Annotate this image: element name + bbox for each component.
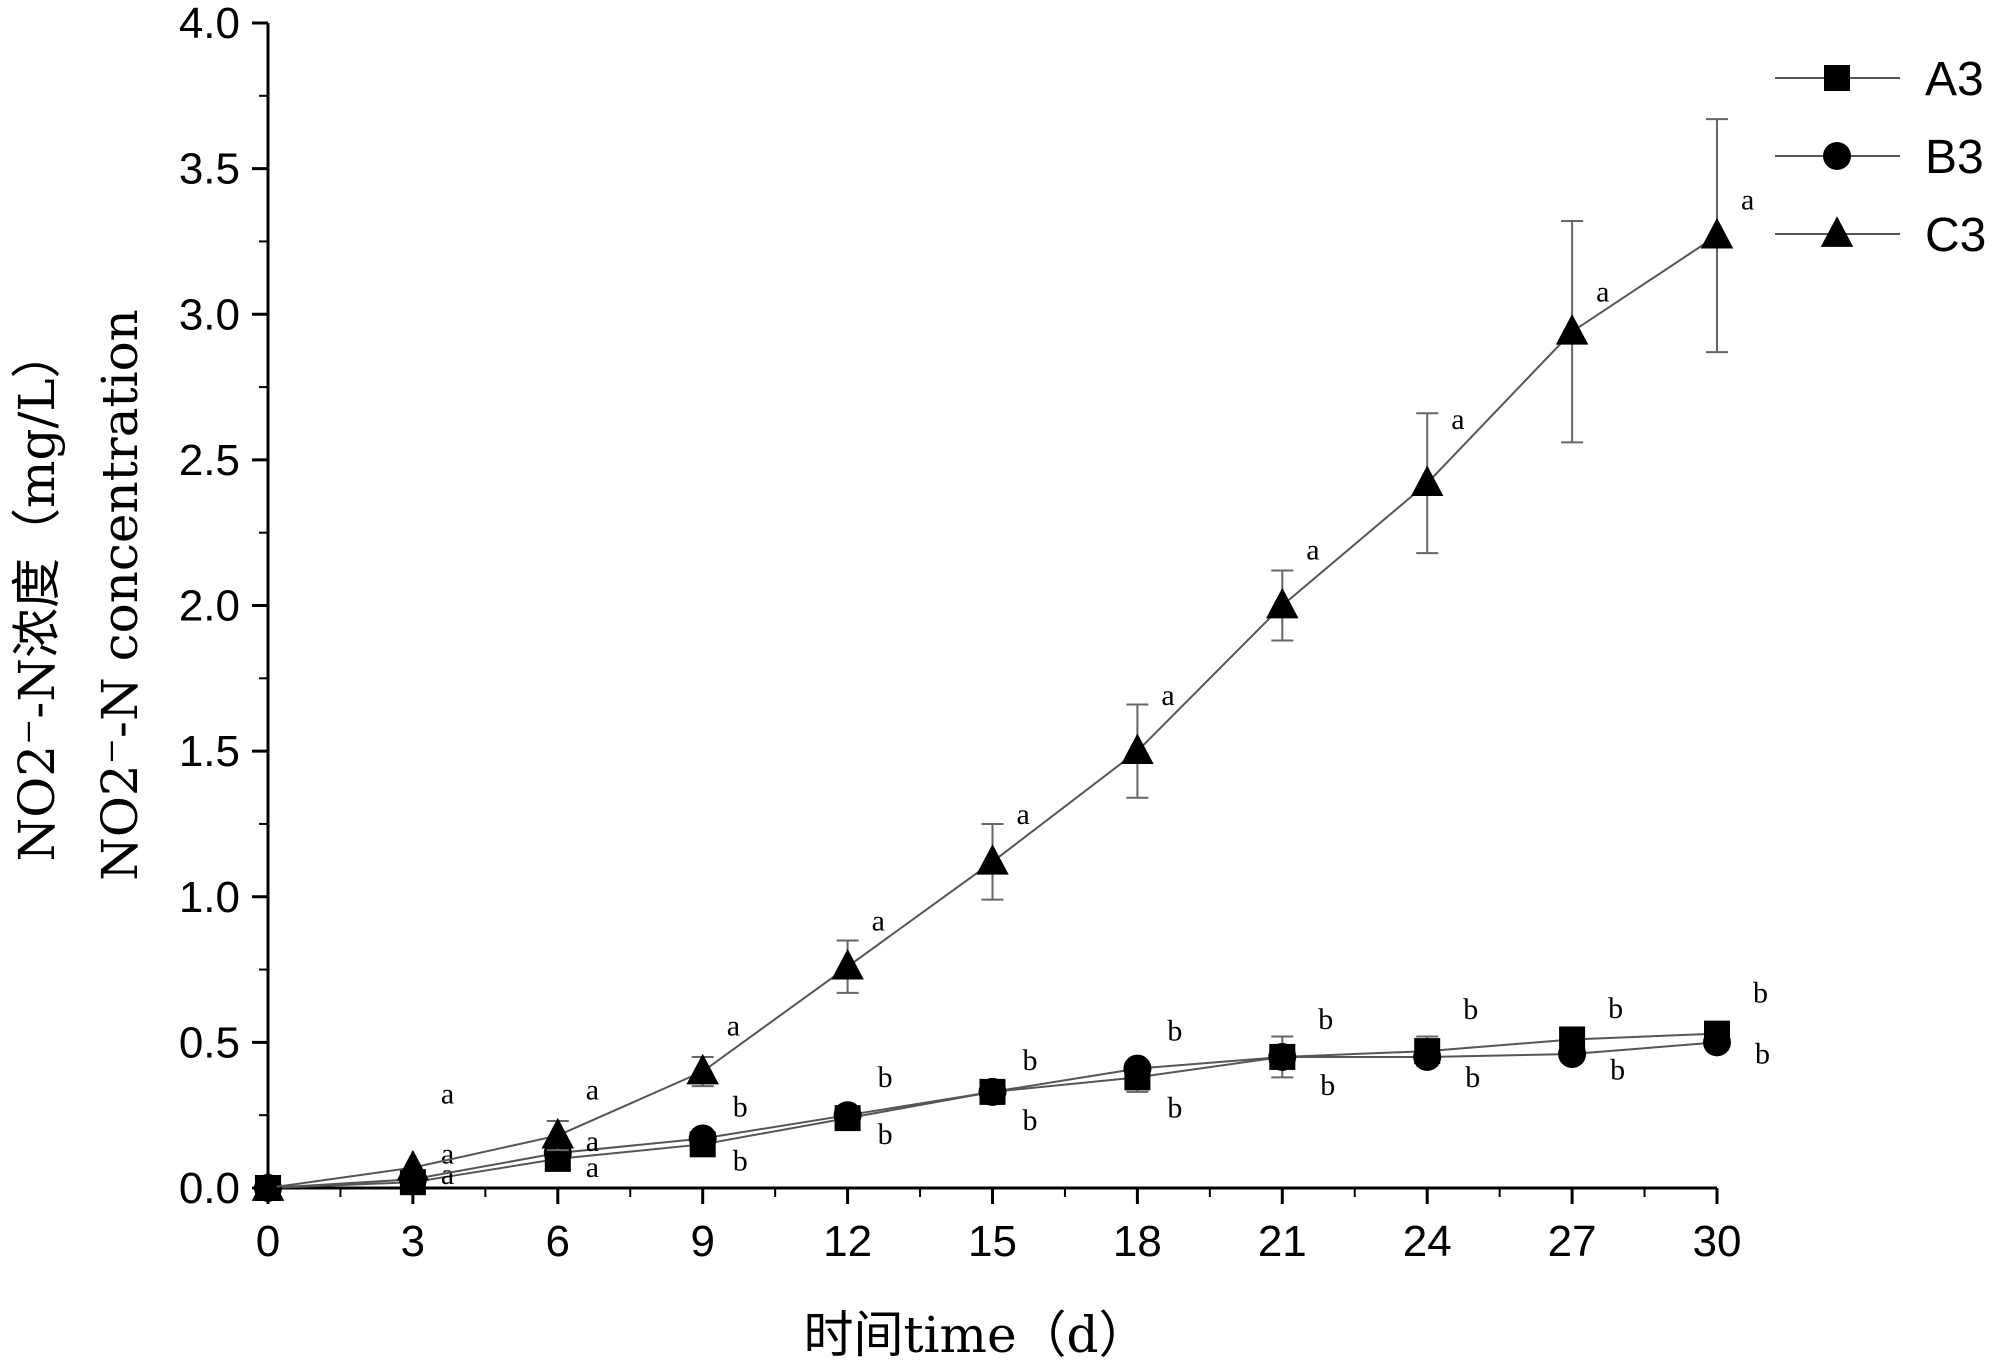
legend-item-B3: B3 bbox=[1775, 131, 1984, 184]
significance-label: b bbox=[1753, 976, 1768, 1009]
significance-label: a bbox=[586, 1151, 599, 1184]
x-tick-label: 30 bbox=[1693, 1217, 1742, 1266]
significance-label: a bbox=[586, 1074, 599, 1107]
significance-label: a bbox=[1161, 679, 1174, 712]
significance-label: a bbox=[441, 1158, 454, 1191]
data-point-B3 bbox=[1413, 1042, 1442, 1071]
data-point-B3 bbox=[1268, 1042, 1297, 1071]
significance-label: a bbox=[1017, 798, 1030, 831]
data-point-C3 bbox=[686, 1053, 719, 1085]
significance-label: a bbox=[1596, 276, 1609, 309]
significance-label: b bbox=[1318, 1003, 1333, 1036]
significance-label: b bbox=[878, 1061, 893, 1094]
y-tick-label: 1.0 bbox=[179, 873, 240, 922]
data-point-C3 bbox=[396, 1149, 430, 1181]
legend-label: C3 bbox=[1925, 209, 1986, 262]
x-tick-label: 12 bbox=[823, 1217, 872, 1266]
x-axis-title: 时间time（d） bbox=[803, 1306, 1148, 1364]
y-axis-title-line1: NO2⁻-N浓度（mg/L） bbox=[8, 328, 66, 861]
y-tick-label: 0.5 bbox=[179, 1018, 240, 1067]
x-tick-label: 3 bbox=[401, 1217, 425, 1266]
y-tick-label: 2.0 bbox=[179, 582, 240, 631]
significance-label: b bbox=[1167, 1015, 1182, 1048]
data-point-C3 bbox=[831, 948, 864, 980]
series-A3: a a bb b bb b b b bbox=[255, 1020, 1770, 1201]
data-point-C3 bbox=[1410, 465, 1444, 497]
y-ticks: 0.0 0.5 1.0 1.5 2.0 2.5 3.0 3.5 4.0 bbox=[179, 0, 268, 1213]
data-point-C3 bbox=[976, 844, 1009, 875]
legend-marker bbox=[1824, 65, 1850, 91]
data-point-B3 bbox=[833, 1101, 862, 1130]
data-point-B3 bbox=[978, 1077, 1007, 1106]
data-point-C3 bbox=[1700, 217, 1734, 249]
y-tick-label: 4.0 bbox=[179, 0, 240, 48]
legend-marker bbox=[1823, 142, 1851, 170]
data-point-C3 bbox=[1121, 733, 1154, 764]
data-point-C3 bbox=[251, 1170, 285, 1201]
y-tick-label: 3.5 bbox=[179, 145, 240, 194]
x-tick-label: 21 bbox=[1258, 1217, 1307, 1266]
significance-label: b bbox=[733, 1090, 748, 1123]
data-point-C3 bbox=[1555, 313, 1589, 345]
x-tick-label: 0 bbox=[256, 1217, 280, 1266]
x-tick-label: 24 bbox=[1403, 1217, 1452, 1266]
significance-label: a bbox=[441, 1137, 454, 1170]
legend-item-C3: C3 bbox=[1775, 209, 1986, 262]
significance-label: b bbox=[1320, 1069, 1335, 1102]
significance-label: b bbox=[1167, 1091, 1182, 1124]
significance-label: b bbox=[878, 1118, 893, 1151]
legend-item-A3: A3 bbox=[1775, 53, 1984, 106]
significance-label: b bbox=[733, 1144, 748, 1177]
significance-label: b bbox=[1023, 1044, 1038, 1077]
significance-label: a bbox=[1741, 184, 1754, 217]
significance-label: b bbox=[1465, 1061, 1480, 1094]
significance-label: b bbox=[1755, 1038, 1770, 1071]
significance-label: a bbox=[1306, 534, 1319, 567]
y-tick-label: 1.5 bbox=[179, 727, 240, 776]
x-tick-label: 15 bbox=[968, 1217, 1017, 1266]
significance-label: b bbox=[1023, 1104, 1038, 1137]
data-point-C3 bbox=[541, 1117, 575, 1149]
data-point-C3 bbox=[1266, 587, 1299, 619]
significance-label: b bbox=[1463, 993, 1478, 1026]
x-tick-label: 27 bbox=[1548, 1217, 1597, 1266]
significance-label: a bbox=[1451, 403, 1464, 436]
significance-label: a bbox=[441, 1078, 454, 1111]
x-ticks: 0 3 6 9 12 15 18 21 24 27 30 bbox=[256, 1188, 1742, 1266]
y-tick-label: 3.0 bbox=[179, 290, 240, 339]
data-point-B3 bbox=[688, 1124, 717, 1153]
x-tick-label: 18 bbox=[1113, 1217, 1162, 1266]
legend-label: B3 bbox=[1925, 131, 1984, 184]
data-point-B3 bbox=[1558, 1040, 1587, 1069]
significance-label: b bbox=[1608, 992, 1623, 1025]
legend: A3 B3 C3 bbox=[1775, 53, 1986, 262]
axes bbox=[266, 23, 1717, 1190]
x-tick-label: 6 bbox=[546, 1217, 570, 1266]
x-tick-label: 9 bbox=[690, 1217, 714, 1266]
series-line bbox=[267, 1032, 1718, 1189]
y-tick-label: 2.5 bbox=[179, 436, 240, 485]
significance-label: b bbox=[1610, 1053, 1625, 1086]
legend-label: A3 bbox=[1925, 53, 1984, 106]
legend-marker bbox=[1820, 216, 1854, 247]
data-point-B3 bbox=[1123, 1054, 1152, 1083]
y-axis-title-line2: NO2⁻-N concentration bbox=[91, 309, 149, 881]
significance-label: a bbox=[727, 1010, 740, 1043]
significance-label: a bbox=[586, 1125, 599, 1158]
significance-label: a bbox=[872, 905, 885, 938]
data-point-B3 bbox=[1703, 1028, 1731, 1057]
y-tick-label: 0.0 bbox=[179, 1164, 240, 1213]
series-line bbox=[267, 1041, 1718, 1189]
